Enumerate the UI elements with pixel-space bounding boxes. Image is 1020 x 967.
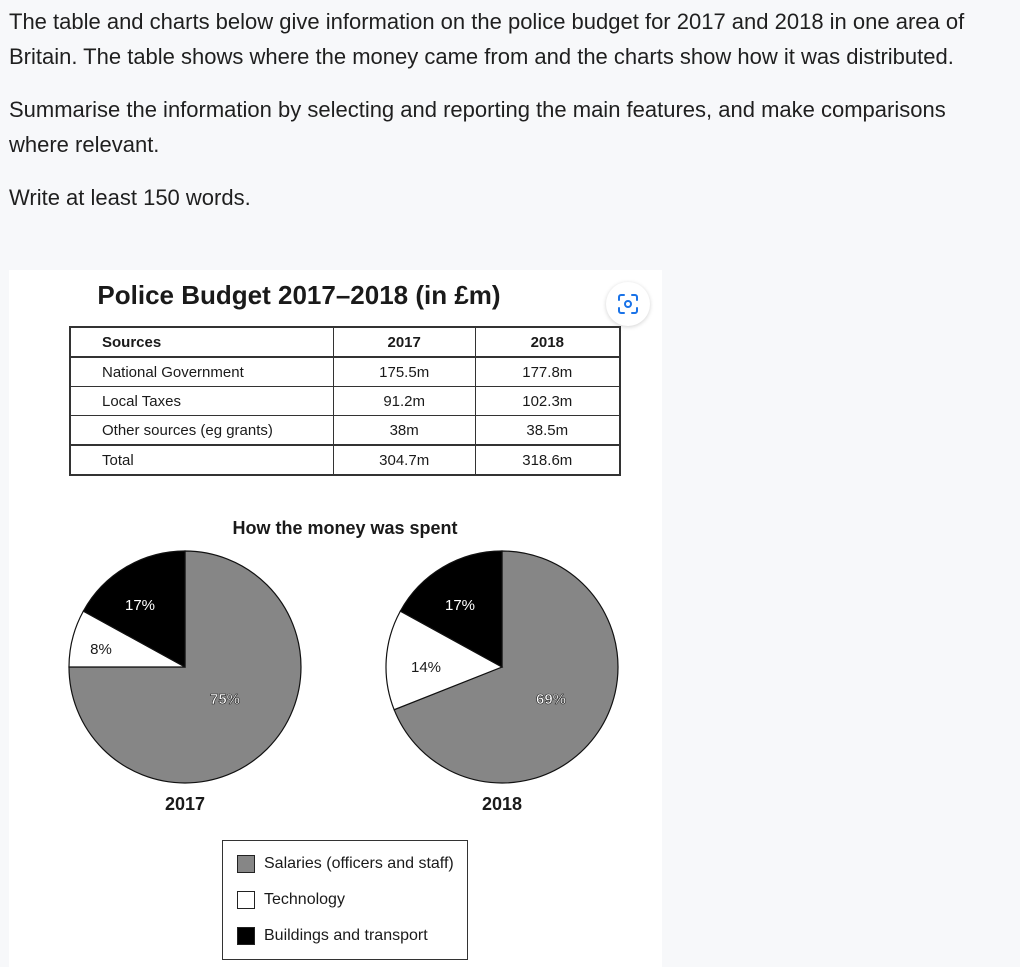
table-row: National Government 175.5m 177.8m <box>69 356 621 387</box>
table-cell: 177.8m <box>474 356 621 387</box>
table-header-cell: 2018 <box>474 326 621 358</box>
table-row: Other sources (eg grants) 38m 38.5m <box>69 415 621 446</box>
pie-slice-salaries-2018 <box>393 550 619 784</box>
task-prompt: The table and charts below give informat… <box>9 4 1009 233</box>
table-row-total: Total 304.7m 318.6m <box>69 444 621 476</box>
pie-label-buildings-2018: 17% <box>445 597 475 614</box>
table-cell: 304.7m <box>332 444 476 476</box>
pie-slice-technology-2018 <box>385 610 504 711</box>
pie-label-technology-2017: 8% <box>90 641 112 658</box>
legend-swatch-technology <box>237 891 255 909</box>
pie-year-label-2017: 2017 <box>165 794 205 814</box>
table-cell: 38.5m <box>474 415 621 446</box>
table-header-row: Sources 2017 2018 <box>69 326 621 358</box>
table-cell: 38m <box>332 415 476 446</box>
legend-label: Salaries (officers and staff) <box>264 855 454 872</box>
pie-slice-buildings-2018 <box>399 550 503 669</box>
legend-item-technology: Technology <box>237 889 345 911</box>
table-header-cell: Sources <box>69 326 334 358</box>
table-cell: Local Taxes <box>69 386 334 416</box>
pie-legend: Salaries (officers and staff) Technology… <box>222 840 468 960</box>
table-row: Local Taxes 91.2m 102.3m <box>69 386 621 416</box>
spending-pie-charts: How the money was spent 75% 8% 17% 2017 69% 1… <box>68 518 619 814</box>
table-cell: 175.5m <box>332 356 476 387</box>
figure-title: Police Budget 2017–2018 (in £m) <box>97 280 501 310</box>
table-cell: Other sources (eg grants) <box>69 415 334 446</box>
pie-slice-buildings-2017 <box>82 550 186 669</box>
table-header-cell: 2017 <box>332 326 476 358</box>
pie-label-technology-2018: 14% <box>411 659 441 676</box>
table-cell: 91.2m <box>332 386 476 416</box>
pie-slice-salaries-2017 <box>68 550 302 784</box>
legend-swatch-salaries <box>237 855 255 873</box>
table-cell: National Government <box>69 356 334 387</box>
pie-label-salaries-2018: 69% <box>536 691 566 708</box>
table-cell: 102.3m <box>474 386 621 416</box>
budget-sources-table: Sources 2017 2018 National Government 17… <box>69 326 621 476</box>
pie-label-buildings-2017: 17% <box>125 597 155 614</box>
prompt-paragraph-2: Summarise the information by selecting a… <box>9 97 946 157</box>
pie-year-label-2018: 2018 <box>482 794 522 814</box>
legend-item-salaries: Salaries (officers and staff) <box>237 853 454 875</box>
lens-search-button[interactable] <box>606 282 650 326</box>
table-cell: 318.6m <box>474 444 621 476</box>
pie-charts-title: How the money was spent <box>232 518 457 538</box>
legend-label: Buildings and transport <box>264 927 428 944</box>
budget-figure: Police Budget 2017–2018 (in £m) Sources … <box>9 270 662 967</box>
legend-item-buildings: Buildings and transport <box>237 925 428 947</box>
table-cell: Total <box>69 444 334 476</box>
lens-search-icon <box>618 294 638 314</box>
pie-label-salaries-2017: 75% <box>210 691 240 708</box>
legend-label: Technology <box>264 891 345 908</box>
prompt-paragraph-3: Write at least 150 words. <box>9 185 251 210</box>
prompt-paragraph-1: The table and charts below give informat… <box>9 9 965 69</box>
legend-swatch-buildings <box>237 927 255 945</box>
